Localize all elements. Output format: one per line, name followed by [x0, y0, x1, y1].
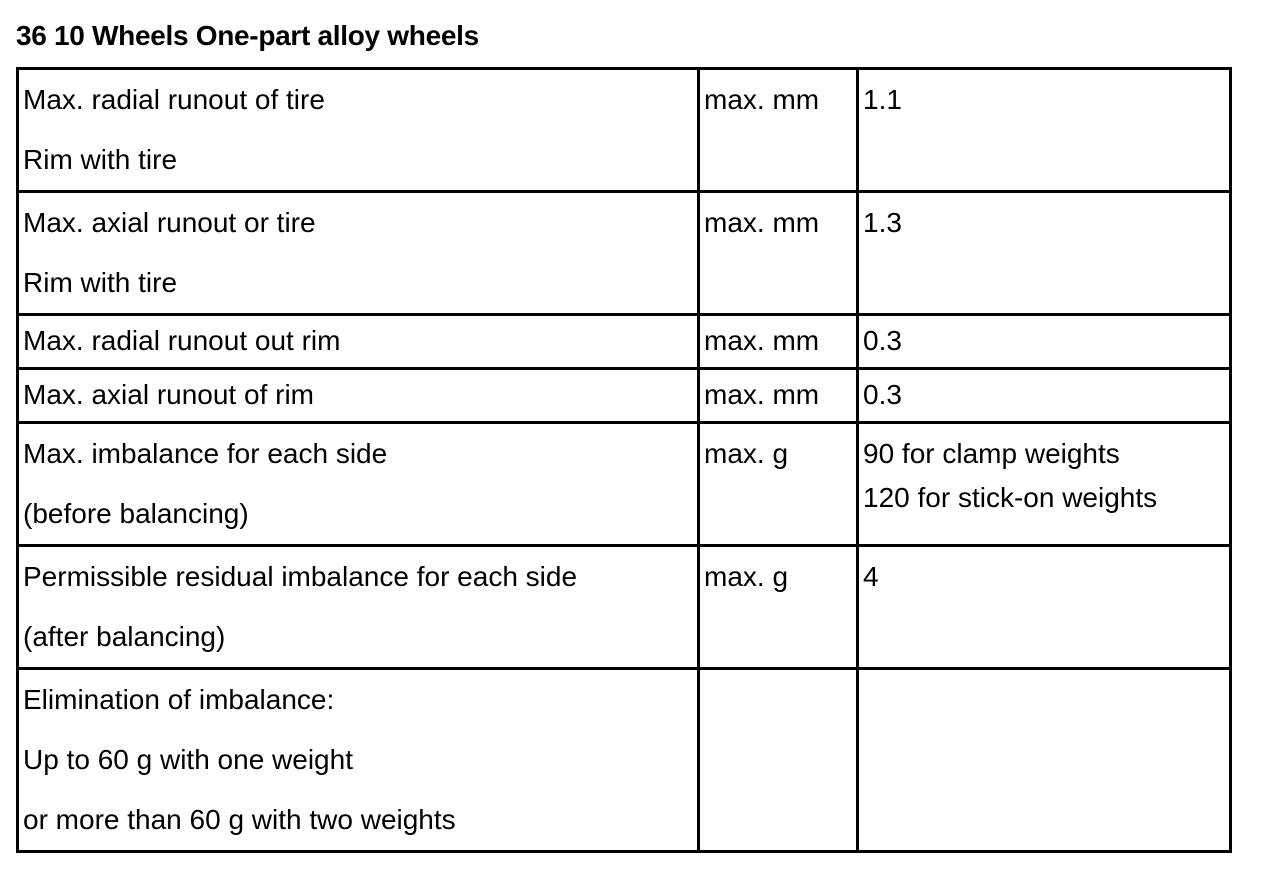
table-row: Max. imbalance for each side (before bala…	[16, 421, 1232, 547]
unit-cell: max. g	[697, 544, 859, 670]
description-cell-line: Max. imbalance for each side	[23, 438, 388, 469]
description-cell-line: or more than 60 g with two weights	[23, 804, 456, 835]
description-cell-line: Rim with tire	[23, 144, 178, 175]
value-cell-line: 0.3	[863, 379, 902, 410]
table-row: Max. radial runout of tire Rim with tire m…	[16, 67, 1232, 193]
description-cell-line: Elimination of imbalance:	[23, 684, 335, 715]
unit-text	[704, 672, 855, 731]
table-row: Max. axial runout or tire Rim with tire ma…	[16, 190, 1232, 316]
unit-text: max. mm	[704, 325, 820, 356]
value-cell-line: 90 for clamp weights	[863, 438, 1120, 469]
description-cell-line: Max. radial runout of tire	[23, 84, 325, 115]
unit-cell	[697, 667, 859, 853]
description-cell-line: (after balancing)	[23, 621, 226, 652]
unit-text: max. g	[704, 438, 789, 469]
description-cell: Max. imbalance for each side (before bala…	[16, 421, 700, 547]
value-cell: 1.3	[856, 190, 1232, 316]
value-cell-line: 4	[863, 561, 879, 592]
unit-text: max. mm	[704, 379, 820, 410]
description-cell-line: Max. axial runout or tire	[23, 207, 316, 238]
unit-text: max. mm	[704, 84, 820, 115]
value-cell: 0.3	[856, 313, 1232, 370]
value-cell-line: 120 for stick-on weights	[863, 482, 1158, 513]
unit-cell: max. mm	[697, 190, 859, 316]
table-row: Max. axial runout of rim max. mm 0.3	[16, 367, 1232, 424]
description-cell-line: Max. radial runout out rim	[23, 325, 341, 356]
description-cell: Elimination of imbalance: Up to 60 g with…	[16, 667, 700, 853]
unit-cell: max. mm	[697, 367, 859, 424]
section-title: 36 10 Wheels One-part alloy wheels	[16, 20, 479, 51]
table-row: Max. radial runout out rim max. mm 0.3	[16, 313, 1232, 370]
description-cell-line: (before balancing)	[23, 498, 249, 529]
wheel-specs-table: Max. radial runout of tire Rim with tire m…	[16, 67, 1232, 853]
unit-text: max. mm	[704, 207, 820, 238]
value-cell: 0.3	[856, 367, 1232, 424]
description-cell: Max. axial runout of rim	[16, 367, 700, 424]
description-cell-line: Max. axial runout of rim	[23, 379, 314, 410]
value-cell: 90 for clamp weights 120 for stick-on wei…	[856, 421, 1232, 547]
description-cell-line: Rim with tire	[23, 267, 178, 298]
unit-cell: max. g	[697, 421, 859, 547]
description-cell-line: Up to 60 g with one weight	[23, 744, 353, 775]
description-cell-line: Permissible residual imbalance for each …	[23, 561, 578, 592]
description-cell: Permissible residual imbalance for each …	[16, 544, 700, 670]
unit-text: max. g	[704, 561, 789, 592]
value-cell	[856, 667, 1232, 853]
unit-cell: max. mm	[697, 313, 859, 370]
value-cell-line: 0.3	[863, 325, 902, 356]
value-cell: 4	[856, 544, 1232, 670]
description-cell: Max. axial runout or tire Rim with tire	[16, 190, 700, 316]
value-cell-line: 1.1	[863, 84, 902, 115]
description-cell: Max. radial runout of tire Rim with tire	[16, 67, 700, 193]
table-row: Permissible residual imbalance for each …	[16, 544, 1232, 670]
description-cell: Max. radial runout out rim	[16, 313, 700, 370]
value-cell-line: 1.3	[863, 207, 902, 238]
value-cell: 1.1	[856, 67, 1232, 193]
table-row: Elimination of imbalance: Up to 60 g with…	[16, 667, 1232, 853]
unit-cell: max. mm	[697, 67, 859, 193]
